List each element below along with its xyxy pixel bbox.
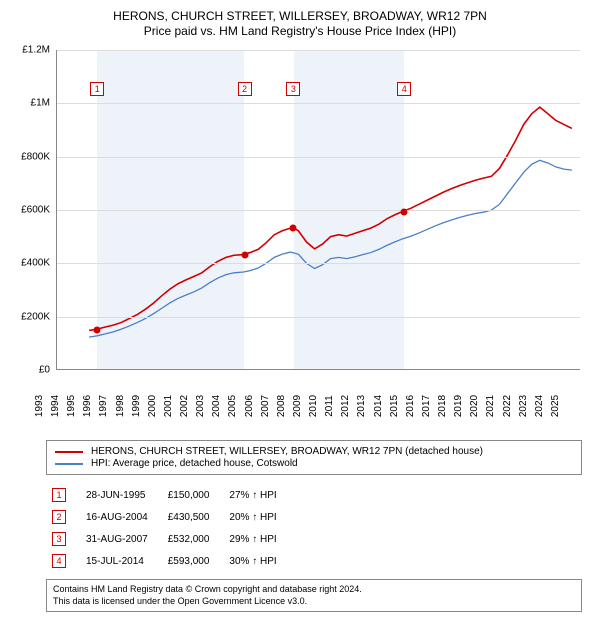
footer-line-1: Contains HM Land Registry data © Crown c…	[53, 584, 575, 596]
legend: HERONS, CHURCH STREET, WILLERSEY, BROADW…	[46, 440, 582, 475]
event-marker-icon: 4	[52, 554, 66, 568]
event-marker-box: 4	[397, 82, 411, 96]
event-date: 15-JUL-2014	[82, 551, 162, 571]
event-row: 2 16-AUG-2004£430,50020% ↑ HPI	[48, 507, 291, 527]
chart-container: HERONS, CHURCH STREET, WILLERSEY, BROADW…	[0, 0, 600, 620]
gridline-h	[57, 263, 580, 264]
y-tick-label: £0	[10, 365, 50, 376]
y-tick-label: £200K	[10, 311, 50, 322]
legend-label: HPI: Average price, detached house, Cots…	[91, 458, 298, 469]
event-marker-icon: 2	[52, 510, 66, 524]
up-arrow-icon: ↑	[252, 512, 257, 523]
event-pct: 30% ↑ HPI	[225, 551, 290, 571]
event-price: £430,500	[164, 507, 224, 527]
event-marker-box: 2	[238, 82, 252, 96]
event-marker-icon: 3	[52, 532, 66, 546]
event-marker-box: 3	[286, 82, 300, 96]
legend-swatch	[55, 463, 83, 465]
event-price: £593,000	[164, 551, 224, 571]
footer-attribution: Contains HM Land Registry data © Crown c…	[46, 579, 582, 612]
legend-item: HPI: Average price, detached house, Cots…	[55, 458, 573, 469]
event-pct: 27% ↑ HPI	[225, 485, 290, 505]
event-marker-icon: 1	[52, 488, 66, 502]
title-block: HERONS, CHURCH STREET, WILLERSEY, BROADW…	[12, 9, 588, 38]
event-date: 28-JUN-1995	[82, 485, 162, 505]
y-tick-label: £1.2M	[10, 45, 50, 56]
gridline-h	[57, 210, 580, 211]
gridline-h	[57, 317, 580, 318]
up-arrow-icon: ↑	[252, 534, 257, 545]
y-tick-label: £800K	[10, 151, 50, 162]
chart-area: 1234 £0£200K£400K£600K£800K£1M£1.2M19931…	[12, 46, 588, 406]
event-price: £532,000	[164, 529, 224, 549]
event-pct: 20% ↑ HPI	[225, 507, 290, 527]
footer-line-2: This data is licensed under the Open Gov…	[53, 596, 575, 608]
title-line-2: Price paid vs. HM Land Registry's House …	[12, 24, 588, 38]
event-marker-point	[401, 208, 408, 215]
y-tick-label: £600K	[10, 205, 50, 216]
event-row: 4 15-JUL-2014£593,00030% ↑ HPI	[48, 551, 291, 571]
series-line	[89, 160, 572, 337]
plot-area: 1 2 3 4	[56, 50, 580, 370]
legend-label: HERONS, CHURCH STREET, WILLERSEY, BROADW…	[91, 446, 483, 457]
event-marker-box: 1	[90, 82, 104, 96]
event-row: 1 28-JUN-1995£150,00027% ↑ HPI	[48, 485, 291, 505]
event-row: 3 31-AUG-2007£532,00029% ↑ HPI	[48, 529, 291, 549]
event-pct: 29% ↑ HPI	[225, 529, 290, 549]
up-arrow-icon: ↑	[252, 490, 257, 501]
title-line-1: HERONS, CHURCH STREET, WILLERSEY, BROADW…	[12, 9, 588, 23]
event-date: 16-AUG-2004	[82, 507, 162, 527]
gridline-h	[57, 50, 580, 51]
legend-swatch	[55, 451, 83, 453]
event-marker-point	[94, 327, 101, 334]
gridline-h	[57, 103, 580, 104]
legend-item: HERONS, CHURCH STREET, WILLERSEY, BROADW…	[55, 446, 573, 457]
x-tick-label: 2025	[550, 395, 594, 417]
y-tick-label: £400K	[10, 258, 50, 269]
gridline-h	[57, 157, 580, 158]
event-marker-point	[241, 252, 248, 259]
event-marker-point	[290, 225, 297, 232]
series-line	[89, 107, 572, 330]
event-date: 31-AUG-2007	[82, 529, 162, 549]
events-table: 1 28-JUN-1995£150,00027% ↑ HPI 2 16-AUG-200…	[46, 483, 293, 573]
up-arrow-icon: ↑	[252, 556, 257, 567]
event-price: £150,000	[164, 485, 224, 505]
y-tick-label: £1M	[10, 98, 50, 109]
